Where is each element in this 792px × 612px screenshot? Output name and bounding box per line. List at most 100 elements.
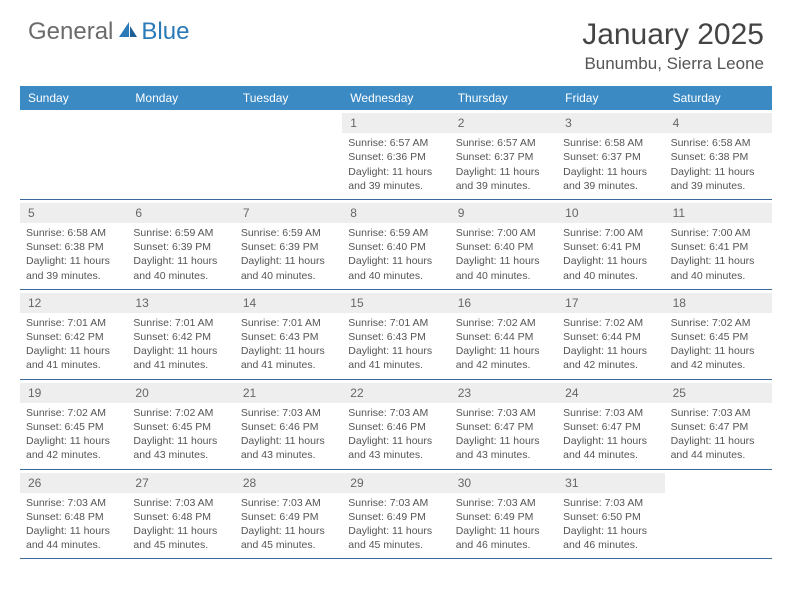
day-cell: 3Sunrise: 6:58 AMSunset: 6:37 PMDaylight… — [557, 110, 664, 199]
daylight-text: and 40 minutes. — [241, 269, 336, 283]
daylight-text: Daylight: 11 hours — [133, 524, 228, 538]
daylight-text: Daylight: 11 hours — [563, 524, 658, 538]
sunset-text: Sunset: 6:41 PM — [671, 240, 766, 254]
daylight-text: and 44 minutes. — [26, 538, 121, 552]
daylight-text: and 41 minutes. — [348, 358, 443, 372]
daylight-text: Daylight: 11 hours — [26, 434, 121, 448]
sunrise-text: Sunrise: 7:01 AM — [133, 316, 228, 330]
sunrise-text: Sunrise: 7:02 AM — [133, 406, 228, 420]
day-number: 26 — [20, 473, 127, 493]
daylight-text: Daylight: 11 hours — [26, 254, 121, 268]
sunset-text: Sunset: 6:40 PM — [456, 240, 551, 254]
day-number: 8 — [342, 203, 449, 223]
day-cell: 14Sunrise: 7:01 AMSunset: 6:43 PMDayligh… — [235, 290, 342, 379]
calendar: SundayMondayTuesdayWednesdayThursdayFrid… — [20, 86, 772, 559]
daylight-text: Daylight: 11 hours — [456, 254, 551, 268]
day-cell: 10Sunrise: 7:00 AMSunset: 6:41 PMDayligh… — [557, 200, 664, 289]
week-row: 12Sunrise: 7:01 AMSunset: 6:42 PMDayligh… — [20, 290, 772, 380]
sunrise-text: Sunrise: 6:57 AM — [456, 136, 551, 150]
day-cell: 4Sunrise: 6:58 AMSunset: 6:38 PMDaylight… — [665, 110, 772, 199]
daylight-text: and 46 minutes. — [456, 538, 551, 552]
day-cell: 22Sunrise: 7:03 AMSunset: 6:46 PMDayligh… — [342, 380, 449, 469]
daylight-text: Daylight: 11 hours — [671, 434, 766, 448]
daylight-text: Daylight: 11 hours — [671, 165, 766, 179]
day-number: 9 — [450, 203, 557, 223]
day-number: 4 — [665, 113, 772, 133]
daylight-text: Daylight: 11 hours — [348, 524, 443, 538]
day-cell: 1Sunrise: 6:57 AMSunset: 6:36 PMDaylight… — [342, 110, 449, 199]
day-cell: 9 Sunrise: 7:00 AMSunset: 6:40 PMDaylight… — [450, 200, 557, 289]
daylight-text: and 43 minutes. — [348, 448, 443, 462]
daylight-text: and 39 minutes. — [348, 179, 443, 193]
sunrise-text: Sunrise: 7:03 AM — [456, 496, 551, 510]
day-number: 13 — [127, 293, 234, 313]
sunset-text: Sunset: 6:44 PM — [563, 330, 658, 344]
sunset-text: Sunset: 6:38 PM — [671, 150, 766, 164]
daylight-text: and 42 minutes. — [671, 358, 766, 372]
sunrise-text: Sunrise: 7:02 AM — [456, 316, 551, 330]
sunset-text: Sunset: 6:38 PM — [26, 240, 121, 254]
day-cell: 28Sunrise: 7:03 AMSunset: 6:49 PMDayligh… — [235, 470, 342, 559]
day-cell — [235, 110, 342, 199]
day-number: 12 — [20, 293, 127, 313]
daylight-text: Daylight: 11 hours — [241, 344, 336, 358]
sunset-text: Sunset: 6:43 PM — [348, 330, 443, 344]
daylight-text: and 40 minutes. — [563, 269, 658, 283]
daylight-text: Daylight: 11 hours — [563, 254, 658, 268]
day-cell: 13Sunrise: 7:01 AMSunset: 6:42 PMDayligh… — [127, 290, 234, 379]
weekday-header: Saturday — [665, 86, 772, 110]
daylight-text: Daylight: 11 hours — [456, 344, 551, 358]
day-cell: 7Sunrise: 6:59 AMSunset: 6:39 PMDaylight… — [235, 200, 342, 289]
logo: General Blue — [28, 18, 189, 46]
sunset-text: Sunset: 6:48 PM — [26, 510, 121, 524]
sunset-text: Sunset: 6:44 PM — [456, 330, 551, 344]
daylight-text: and 43 minutes. — [456, 448, 551, 462]
sunrise-text: Sunrise: 7:00 AM — [456, 226, 551, 240]
day-cell: 25Sunrise: 7:03 AMSunset: 6:47 PMDayligh… — [665, 380, 772, 469]
daylight-text: Daylight: 11 hours — [456, 434, 551, 448]
sunset-text: Sunset: 6:47 PM — [563, 420, 658, 434]
month-title: January 2025 — [582, 18, 764, 52]
sunset-text: Sunset: 6:47 PM — [671, 420, 766, 434]
day-cell: 6Sunrise: 6:59 AMSunset: 6:39 PMDaylight… — [127, 200, 234, 289]
daylight-text: and 40 minutes. — [348, 269, 443, 283]
day-number: 30 — [450, 473, 557, 493]
day-number: 22 — [342, 383, 449, 403]
day-number: 10 — [557, 203, 664, 223]
sunrise-text: Sunrise: 7:01 AM — [348, 316, 443, 330]
daylight-text: and 41 minutes. — [241, 358, 336, 372]
daylight-text: Daylight: 11 hours — [456, 524, 551, 538]
sunset-text: Sunset: 6:49 PM — [348, 510, 443, 524]
day-cell: 26Sunrise: 7:03 AMSunset: 6:48 PMDayligh… — [20, 470, 127, 559]
daylight-text: Daylight: 11 hours — [133, 344, 228, 358]
day-number: 15 — [342, 293, 449, 313]
day-number: 29 — [342, 473, 449, 493]
daylight-text: and 46 minutes. — [563, 538, 658, 552]
day-number: 7 — [235, 203, 342, 223]
sunrise-text: Sunrise: 6:57 AM — [348, 136, 443, 150]
weeks-container: 1Sunrise: 6:57 AMSunset: 6:36 PMDaylight… — [20, 110, 772, 559]
sunset-text: Sunset: 6:49 PM — [456, 510, 551, 524]
sunrise-text: Sunrise: 6:58 AM — [26, 226, 121, 240]
daylight-text: and 40 minutes. — [671, 269, 766, 283]
sunrise-text: Sunrise: 7:02 AM — [671, 316, 766, 330]
daylight-text: Daylight: 11 hours — [26, 524, 121, 538]
sunrise-text: Sunrise: 7:01 AM — [241, 316, 336, 330]
location: Bunumbu, Sierra Leone — [582, 54, 764, 74]
day-number: 2 — [450, 113, 557, 133]
daylight-text: Daylight: 11 hours — [456, 165, 551, 179]
day-cell: 15Sunrise: 7:01 AMSunset: 6:43 PMDayligh… — [342, 290, 449, 379]
day-cell — [20, 110, 127, 199]
sunset-text: Sunset: 6:36 PM — [348, 150, 443, 164]
header: General Blue January 2025 Bunumbu, Sierr… — [0, 0, 792, 82]
logo-text-general: General — [28, 18, 113, 46]
sunset-text: Sunset: 6:41 PM — [563, 240, 658, 254]
day-number: 28 — [235, 473, 342, 493]
sunset-text: Sunset: 6:45 PM — [133, 420, 228, 434]
day-cell: 8Sunrise: 6:59 AMSunset: 6:40 PMDaylight… — [342, 200, 449, 289]
daylight-text: and 42 minutes. — [456, 358, 551, 372]
day-cell: 21Sunrise: 7:03 AMSunset: 6:46 PMDayligh… — [235, 380, 342, 469]
sunrise-text: Sunrise: 7:02 AM — [563, 316, 658, 330]
sunrise-text: Sunrise: 7:03 AM — [348, 406, 443, 420]
day-cell: 12Sunrise: 7:01 AMSunset: 6:42 PMDayligh… — [20, 290, 127, 379]
